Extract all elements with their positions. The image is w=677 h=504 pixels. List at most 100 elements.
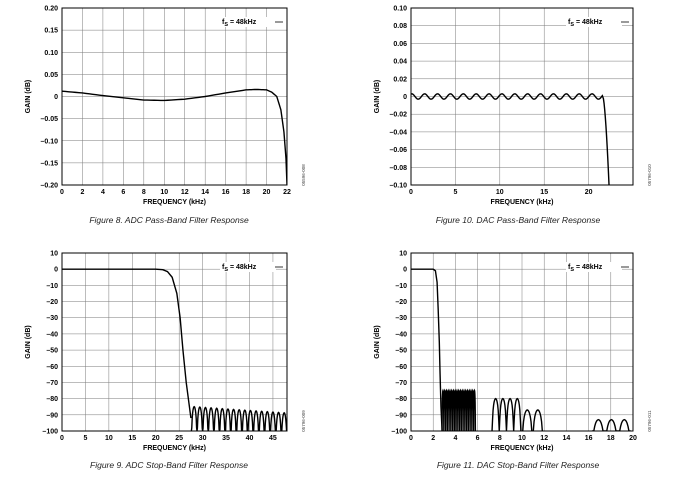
x-tick-label: 6: [121, 189, 125, 196]
x-tick-label: 40: [246, 435, 254, 442]
legend-label: fS = 48kHz: [222, 19, 257, 28]
x-tick-label: 22: [283, 189, 291, 196]
x-tick-label: 35: [222, 435, 230, 442]
x-tick-label: 12: [181, 189, 189, 196]
x-tick-label: 20: [263, 189, 271, 196]
figure-caption: Figure 10. DAC Pass-Band Filter Response: [436, 215, 601, 225]
x-tick-label: 8: [142, 189, 146, 196]
figure-caption: Figure 11. DAC Stop-Band Filter Response: [437, 460, 600, 470]
y-tick-label: –70: [46, 380, 58, 387]
x-tick-label: 4: [101, 189, 105, 196]
x-tick-label: 0: [60, 189, 64, 196]
figure-code: 05796-011: [647, 410, 652, 432]
stopband-lobes-2: [491, 397, 522, 431]
y-tick-label: –10: [395, 283, 407, 290]
y-tick-label: –0.10: [389, 183, 407, 190]
y-tick-label: –40: [46, 331, 58, 338]
y-tick-label: –0.15: [40, 160, 58, 167]
y-tick-label: –60: [395, 364, 407, 371]
y-tick-label: –20: [46, 299, 58, 306]
x-tick-label: 2: [431, 435, 435, 442]
legend-bg: [566, 262, 622, 272]
y-axis-label: GAIN (dB): [374, 80, 381, 113]
stopband-line: [190, 405, 287, 431]
y-tick-label: 10: [50, 251, 58, 258]
y-tick-label: 0.04: [393, 59, 407, 66]
chart-fig8: 0 2 4 6 8 10 12 14 16 18 20 22 0.20 0.15 0.10 0.05 0 –0.0…: [25, 6, 291, 207]
x-tick-label: 15: [128, 435, 136, 442]
y-axis-label: GAIN (dB): [25, 80, 32, 113]
stopband-lobes-1: [441, 388, 477, 431]
x-tick-label: 45: [269, 435, 277, 442]
y-tick-label: –100: [391, 429, 407, 436]
x-tick-label: 18: [242, 189, 250, 196]
x-tick-label: 20: [152, 435, 160, 442]
y-tick-label: 0.05: [44, 72, 58, 79]
x-tick-label: 10: [160, 189, 168, 196]
y-tick-label: –0.10: [40, 138, 58, 145]
y-tick-label: 0: [54, 267, 58, 274]
chart-fig10: 0 5 10 15 20 0.10 0.08 0.06 0.04 0.02 0 –0.02 –0.04 –…: [374, 6, 634, 206]
x-tick-label: 16: [585, 435, 593, 442]
figure-code: 05796-010: [647, 164, 652, 186]
y-tick-label: –30: [395, 315, 407, 322]
y-tick-label: 0: [403, 94, 407, 101]
y-tick-label: –80: [395, 396, 407, 403]
y-axis-label: GAIN (dB): [374, 325, 381, 358]
y-tick-label: –20: [395, 299, 407, 306]
y-tick-label: 0: [403, 267, 407, 274]
y-tick-label: 0: [54, 94, 58, 101]
x-axis-label: FREQUENCY (kHz): [143, 199, 206, 206]
x-tick-label: 10: [518, 435, 526, 442]
y-tick-label: –50: [395, 348, 407, 355]
y-tick-label: –0.05: [40, 116, 58, 123]
legend-bg: [220, 17, 276, 27]
y-tick-label: –40: [395, 331, 407, 338]
y-tick-label: 0.02: [393, 76, 407, 83]
figure-code: 05596-008: [301, 164, 306, 186]
y-tick-label: –90: [395, 412, 407, 419]
y-tick-label: –90: [46, 412, 58, 419]
x-tick-label: 0: [409, 435, 413, 442]
x-tick-label: 8: [498, 435, 502, 442]
y-tick-label: –70: [395, 380, 407, 387]
x-tick-label: 6: [476, 435, 480, 442]
y-tick-label: –0.02: [389, 112, 407, 119]
legend-label: fS = 48kHz: [568, 264, 603, 273]
y-tick-label: –0.04: [389, 129, 407, 136]
y-tick-label: 0.10: [44, 50, 58, 57]
x-axis-label: FREQUENCY (kHz): [143, 445, 206, 452]
plot-frame: [61, 252, 288, 432]
y-tick-label: –10: [46, 283, 58, 290]
passband-line: [411, 268, 443, 431]
y-tick-label: –60: [46, 364, 58, 371]
x-tick-label: 0: [60, 435, 64, 442]
x-tick-label: 20: [629, 435, 637, 442]
x-tick-label: 5: [83, 435, 87, 442]
y-tick-label: 0.06: [393, 41, 407, 48]
x-tick-label: 0: [409, 189, 413, 196]
x-tick-label: 12: [540, 435, 548, 442]
y-tick-label: –0.08: [389, 165, 407, 172]
x-tick-label: 25: [175, 435, 183, 442]
chart-fig11: 0 2 4 6 8 10 12 14 16 18 20 10 0 –10 –20 –30 –40 –50 –60 –7…: [374, 251, 637, 453]
figure-caption: Figure 8. ADC Pass-Band Filter Response: [89, 215, 249, 225]
x-tick-label: 30: [199, 435, 207, 442]
x-tick-label: 2: [81, 189, 85, 196]
figure-code: 05796-009: [301, 410, 306, 432]
y-tick-label: –30: [46, 315, 58, 322]
plot-frame: [61, 7, 288, 186]
y-tick-label: –80: [46, 396, 58, 403]
x-tick-label: 10: [496, 189, 504, 196]
response-line: [411, 93, 610, 185]
y-tick-label: 0.10: [393, 6, 407, 13]
y-tick-label: –50: [46, 348, 58, 355]
x-tick-label: 18: [607, 435, 615, 442]
x-tick-label: 15: [540, 189, 548, 196]
y-tick-label: –0.20: [40, 183, 58, 190]
x-tick-label: 10: [105, 435, 113, 442]
x-tick-label: 14: [201, 189, 209, 196]
y-tick-label: 0.20: [44, 6, 58, 13]
legend-label: fS = 48kHz: [222, 264, 257, 273]
